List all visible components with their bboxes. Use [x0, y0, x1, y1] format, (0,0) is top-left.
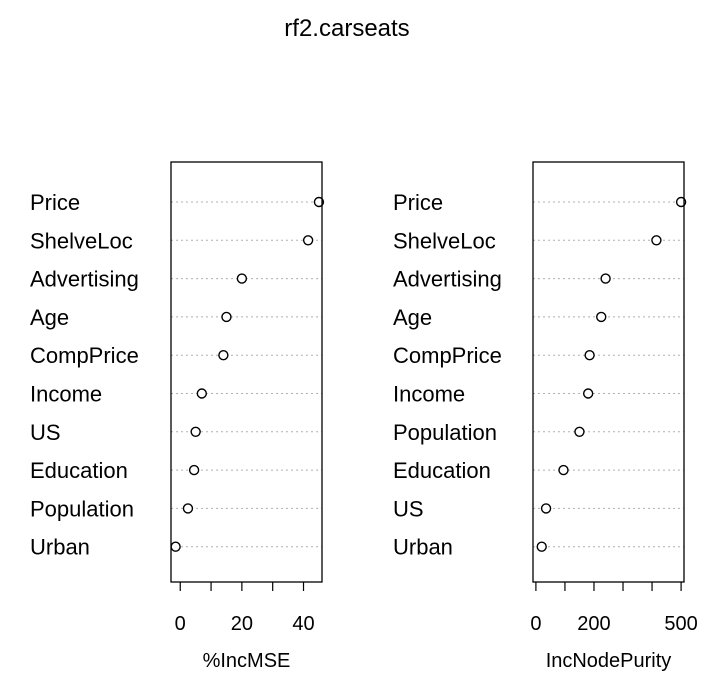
category-label: Age — [30, 305, 69, 330]
data-point — [536, 541, 547, 552]
category-label: CompPrice — [30, 343, 139, 368]
x-tick-label: 0 — [530, 613, 541, 635]
chart-title: rf2.carseats — [284, 15, 409, 42]
category-label: ShelveLoc — [393, 228, 496, 253]
category-label: Urban — [30, 535, 90, 560]
data-point — [584, 350, 595, 361]
data-point — [188, 464, 200, 476]
plot-frame — [532, 161, 685, 583]
category-label: ShelveLoc — [30, 228, 133, 253]
data-point — [302, 235, 314, 246]
data-point — [675, 196, 687, 208]
category-label: US — [393, 496, 424, 521]
panel-1: Price ShelveLoc Advertising Age CompPrice Inc… — [30, 161, 325, 672]
data-point — [596, 311, 607, 323]
x-tick-label: 0 — [175, 613, 186, 635]
x-tick-label: 20 — [231, 613, 253, 635]
category-label: Urban — [393, 535, 453, 560]
data-point — [190, 426, 201, 437]
category-label: Education — [393, 458, 491, 483]
data-point — [582, 388, 594, 399]
x-tick-label: 200 — [577, 613, 610, 635]
category-label: Income — [393, 382, 465, 407]
category-label: Education — [30, 458, 128, 483]
category-label: Advertising — [30, 267, 139, 292]
x-axis-title: %IncMSE — [203, 650, 291, 672]
data-point — [196, 388, 208, 399]
data-point — [313, 196, 325, 208]
x-tick-label: 500 — [664, 613, 697, 635]
data-point — [218, 350, 229, 361]
category-label: Population — [30, 496, 134, 521]
plot-frame — [170, 161, 323, 583]
data-point — [236, 273, 248, 284]
x-axis-title: IncNodePurity — [546, 650, 672, 672]
data-point — [540, 503, 552, 514]
category-label: US — [30, 420, 61, 445]
data-point — [651, 235, 662, 246]
panel-2: Price ShelveLoc Advertising Age CompPrice Inc… — [393, 161, 698, 672]
category-label: Age — [393, 305, 432, 330]
data-point — [182, 503, 194, 514]
data-point — [221, 311, 232, 323]
category-label: Price — [30, 190, 80, 215]
category-label: Price — [393, 190, 443, 215]
x-tick-label: 40 — [292, 613, 314, 635]
data-point — [600, 273, 611, 284]
data-point — [574, 426, 585, 437]
data-point — [558, 464, 569, 476]
category-label: Advertising — [393, 267, 502, 292]
data-point — [170, 541, 181, 552]
category-label: CompPrice — [393, 343, 502, 368]
category-label: Population — [393, 420, 497, 445]
category-label: Income — [30, 382, 102, 407]
